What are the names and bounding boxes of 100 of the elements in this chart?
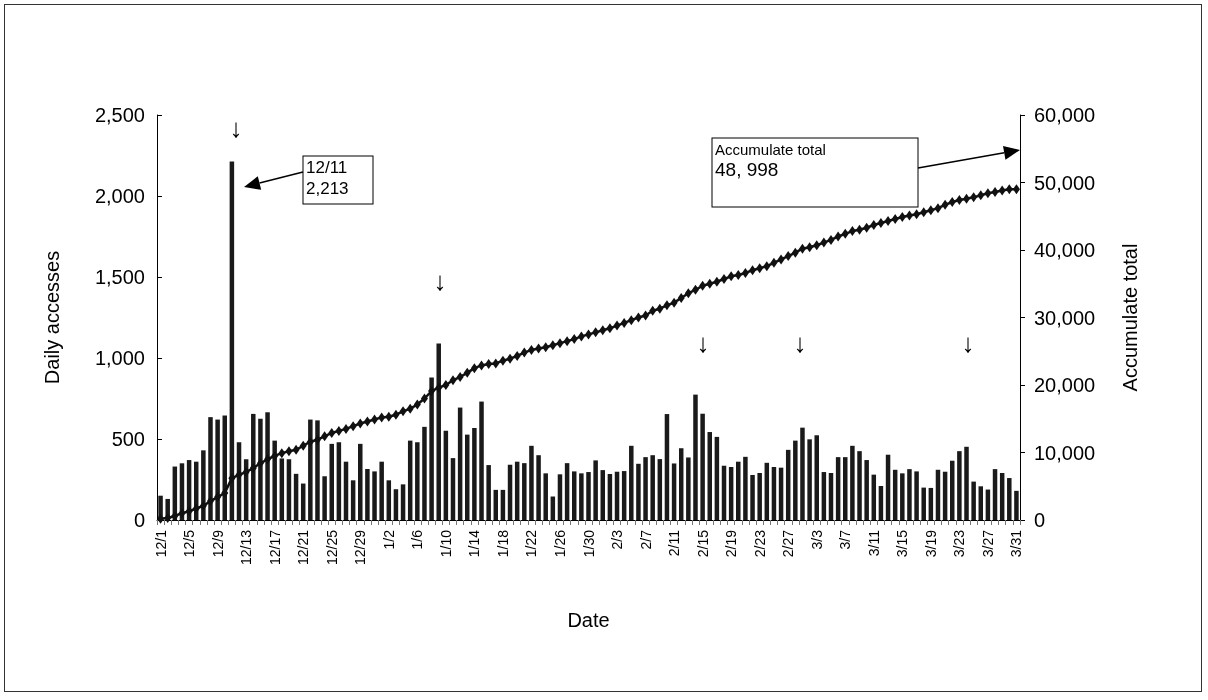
x-tick-label: 2/27	[780, 529, 797, 558]
x-tick-label: 3/27	[979, 529, 996, 558]
x-tick-label: 3/7	[837, 529, 854, 550]
bar	[807, 439, 812, 520]
x-tick-label: 12/5	[181, 529, 198, 558]
bar	[671, 463, 677, 520]
x-tick-label: 3/3	[808, 529, 825, 550]
x-tick-label: 12/17	[266, 529, 283, 566]
x-tick-label: 12/25	[323, 529, 340, 566]
bar	[743, 456, 748, 520]
bar	[472, 427, 477, 520]
bar	[629, 445, 634, 520]
bar	[400, 484, 406, 520]
bar	[329, 443, 334, 520]
x-tick-label: 2/11	[666, 529, 683, 557]
bar	[415, 442, 420, 520]
bar	[1007, 478, 1012, 520]
y2-tick-label: 30,000	[1034, 306, 1096, 329]
bar	[465, 434, 470, 520]
x-tick-label: 3/23	[951, 529, 968, 558]
bar	[850, 445, 855, 520]
bar	[593, 460, 598, 520]
x-tick-label: 12/1	[152, 529, 169, 558]
y2-tick-label: 60,000	[1034, 104, 1096, 126]
y-tick-label: 1,000	[94, 347, 145, 369]
bar	[921, 487, 926, 520]
bar	[757, 473, 762, 520]
annotation: ↓	[696, 327, 710, 358]
x-tick-label: 2/3	[609, 529, 626, 550]
bar	[900, 473, 905, 520]
x-tick-label: 12/9	[209, 529, 226, 558]
x-tick-label: 1/14	[466, 529, 483, 558]
x-tick-label: 3/11	[865, 529, 882, 557]
bar	[322, 476, 327, 520]
y-axis-title: Daily accesses	[41, 250, 63, 385]
bar	[800, 427, 805, 520]
y-tick-label: 500	[111, 428, 145, 450]
bar	[636, 463, 641, 520]
x-tick-label: 1/30	[580, 529, 597, 558]
bar	[793, 440, 798, 520]
bar	[379, 461, 384, 520]
bar	[686, 457, 691, 520]
x-tick-label: 12/29	[352, 529, 369, 566]
x-tick-label: 2/7	[637, 529, 654, 550]
bar	[643, 457, 648, 520]
annotation: ↓	[961, 327, 975, 358]
bar	[579, 473, 584, 520]
x-tick-label: 3/31	[1008, 529, 1025, 558]
bar	[536, 455, 541, 520]
bar	[650, 455, 655, 520]
y2-tick-label: 10,000	[1034, 441, 1096, 464]
y2-tick-label: 20,000	[1034, 374, 1096, 396]
y-tick-label: 2,000	[94, 185, 145, 207]
bar	[971, 481, 976, 520]
bar	[864, 460, 869, 520]
bar	[1014, 490, 1019, 520]
x-tick-label: 1/26	[551, 529, 568, 558]
y2-tick-label: 50,000	[1034, 171, 1096, 194]
bar	[736, 461, 741, 520]
bar	[843, 457, 848, 520]
bar	[964, 446, 969, 520]
x-tick-label: 3/15	[894, 529, 911, 558]
bar	[707, 432, 712, 520]
x-tick-label: 12/21	[295, 529, 312, 566]
annotation: 12/11 2,213	[306, 158, 349, 198]
annotation: ↓	[433, 265, 447, 296]
x-axis-title: Date	[567, 609, 610, 631]
bar	[365, 468, 370, 520]
x-tick-label: 2/23	[751, 529, 768, 558]
x-tick-label: 2/19	[723, 529, 740, 558]
y-tick-label: 0	[133, 509, 145, 531]
x-tick-label: 1/22	[523, 529, 540, 558]
bar	[700, 413, 705, 520]
bar	[857, 451, 862, 520]
annotation: ↓	[793, 327, 807, 358]
y-tick-label: 2,500	[94, 104, 145, 126]
bar	[586, 472, 591, 520]
x-tick-label: 1/18	[494, 529, 511, 558]
x-tick-label: 3/19	[922, 529, 939, 558]
bar	[522, 463, 527, 520]
y2-axis-title: Accumulate total	[1119, 243, 1141, 392]
x-tick-label: 12/13	[238, 529, 255, 566]
annotation: ↓	[229, 112, 243, 143]
x-tick-label: 1/2	[380, 529, 397, 550]
y-tick-label: 1,500	[94, 266, 145, 288]
x-tick-label: 1/6	[409, 529, 426, 550]
bar	[750, 474, 755, 520]
x-tick-label: 1/10	[437, 529, 454, 558]
bar	[486, 465, 491, 520]
bar	[529, 445, 534, 520]
bar	[814, 435, 819, 520]
bar	[907, 469, 912, 520]
bar	[372, 471, 377, 520]
bar	[479, 401, 484, 520]
x-tick-label: 2/15	[694, 529, 711, 558]
y2-tick-label: 40,000	[1034, 239, 1096, 261]
bar	[693, 394, 698, 520]
bar	[957, 451, 962, 520]
bar	[543, 473, 548, 520]
y2-tick-label: 0	[1034, 509, 1046, 531]
